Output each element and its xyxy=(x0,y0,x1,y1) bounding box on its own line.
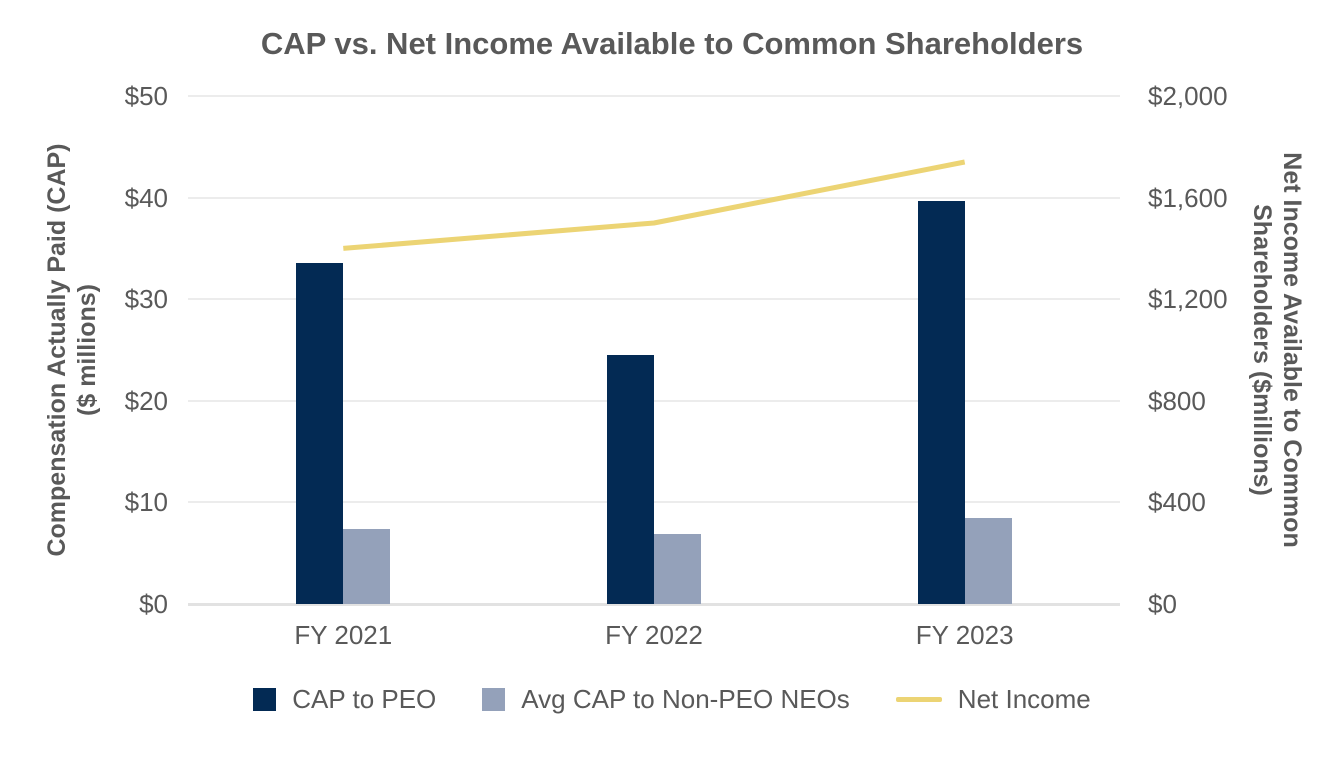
right-axis-tick: $800 xyxy=(1148,385,1206,416)
left-axis-tick: $40 xyxy=(124,182,168,213)
right-axis-tick: $0 xyxy=(1148,589,1177,619)
left-axis-title-line2: ($ millions) xyxy=(73,284,101,416)
legend-swatch-navy-icon xyxy=(253,688,277,711)
legend-item-avg-cap-non-peo: Avg CAP to Non-PEO NEOs xyxy=(482,684,850,715)
right-axis-tick: $2,000 xyxy=(1148,81,1228,111)
legend-line-swatch-icon xyxy=(895,697,942,702)
gridline xyxy=(188,95,1120,97)
bar-avg-cap-to-non-peo-neos-fy-2022 xyxy=(654,533,701,604)
right-axis-title: Net Income Available to Common Sharehold… xyxy=(1247,40,1307,660)
plot-area xyxy=(188,95,1120,606)
right-axis-tick: $400 xyxy=(1148,487,1206,518)
bar-cap-to-peo-fy-2021 xyxy=(296,262,344,604)
bar-avg-cap-to-non-peo-neos-fy-2021 xyxy=(343,528,391,604)
left-axis-tick: $30 xyxy=(124,284,168,315)
right-axis-title-line1: Net Income Available to Common xyxy=(1278,152,1306,548)
legend-item-net-income: Net Income xyxy=(895,684,1091,715)
left-axis-tick: $20 xyxy=(124,385,168,416)
line-net-income xyxy=(343,159,966,251)
chart-title: CAP vs. Net Income Available to Common S… xyxy=(260,26,1084,61)
left-axis-tick: $50 xyxy=(124,81,168,111)
x-axis-label: FY 2021 xyxy=(294,620,393,650)
gridline xyxy=(188,399,1120,402)
gridline xyxy=(188,298,1120,301)
legend-label: Avg CAP to Non-PEO NEOs xyxy=(521,684,850,714)
legend-item-cap-to-peo: CAP to PEO xyxy=(253,684,436,715)
bar-cap-to-peo-fy-2022 xyxy=(607,355,654,604)
x-axis-line xyxy=(188,603,1120,606)
legend-label: CAP to PEO xyxy=(292,684,437,714)
line-series-layer xyxy=(343,159,966,251)
left-axis-tick: $0 xyxy=(139,589,168,619)
chart-legend: CAP to PEO Avg CAP to Non-PEO NEOs Net I… xyxy=(0,684,1344,715)
bar-cap-to-peo-fy-2023 xyxy=(917,200,965,604)
left-axis-title: Compensation Actually Paid (CAP) ($ mill… xyxy=(42,40,102,660)
right-axis-title-line2: Shareholders ($millions) xyxy=(1248,204,1276,496)
gridline xyxy=(188,196,1120,199)
left-axis-tick: $10 xyxy=(124,487,168,518)
x-axis-label: FY 2023 xyxy=(915,620,1014,650)
x-axis-label: FY 2022 xyxy=(605,620,703,650)
legend-label: Net Income xyxy=(957,684,1091,714)
right-axis-tick: $1,600 xyxy=(1148,182,1228,213)
bar-avg-cap-to-non-peo-neos-fy-2023 xyxy=(964,517,1012,604)
legend-swatch-steel-icon xyxy=(482,688,506,711)
right-axis-tick: $1,200 xyxy=(1148,284,1228,315)
left-axis-title-line1: Compensation Actually Paid (CAP) xyxy=(43,143,71,557)
gridline xyxy=(188,501,1120,504)
